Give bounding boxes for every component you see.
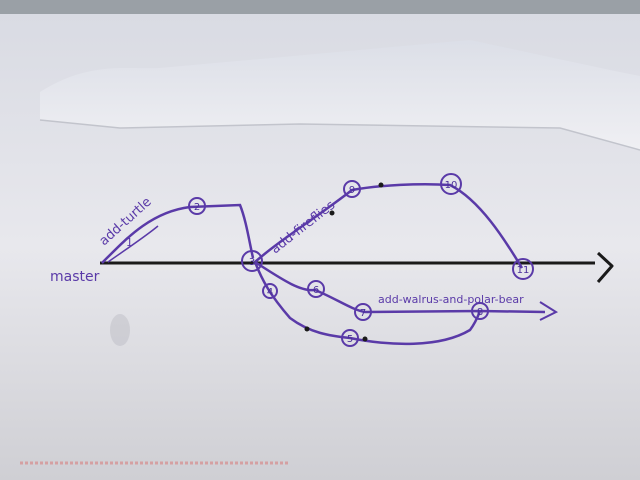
commit-node-5-label: 5	[347, 334, 353, 345]
walrus-branch-label: add-walrus-and-polar-bear	[378, 293, 524, 306]
tape-strip	[40, 40, 640, 150]
commit-node-7: 7	[354, 303, 372, 321]
walrus-arrow-head	[539, 301, 559, 321]
commit-node-9-label: 9	[349, 185, 355, 196]
commit-node-7-label: 7	[360, 308, 366, 319]
commit-dot	[304, 326, 310, 332]
walrus-branch-line	[254, 260, 546, 314]
commit-node-11: 11	[512, 258, 534, 280]
commit-node-10: 10	[440, 173, 462, 195]
commit-node-2: 2	[188, 197, 206, 215]
commit-node-2-label: 2	[194, 202, 200, 213]
master-branch-label: master	[50, 269, 100, 285]
lower-branch-line	[253, 261, 482, 346]
paper-smudge	[110, 314, 130, 346]
commit-node-8-label: 8	[477, 307, 483, 318]
commit-node-6-label: 6	[313, 285, 319, 296]
commit-node-10-label: 10	[445, 180, 458, 191]
tape-edge	[39, 119, 640, 151]
commit-node-6: 6	[307, 280, 325, 298]
fireflies-branch-line	[254, 183, 524, 269]
commit-node-8: 8	[471, 302, 489, 320]
commit-node-4: 4	[262, 283, 278, 299]
commit-node-4-label: 4	[267, 287, 273, 298]
commit-node-9: 9	[343, 180, 361, 198]
turtle-branch-line-2	[107, 225, 159, 263]
commit-node-11-label: 11	[517, 265, 530, 276]
commit-dot	[329, 210, 335, 216]
commit-node-3-label: 3	[249, 257, 255, 268]
commit-dot	[378, 182, 384, 188]
turtle-line-number: 1	[126, 236, 133, 249]
commit-node-5: 5	[341, 329, 359, 347]
commit-dot	[362, 336, 368, 342]
master-arrow-head	[596, 251, 614, 283]
commit-node-3: 3	[241, 250, 263, 272]
